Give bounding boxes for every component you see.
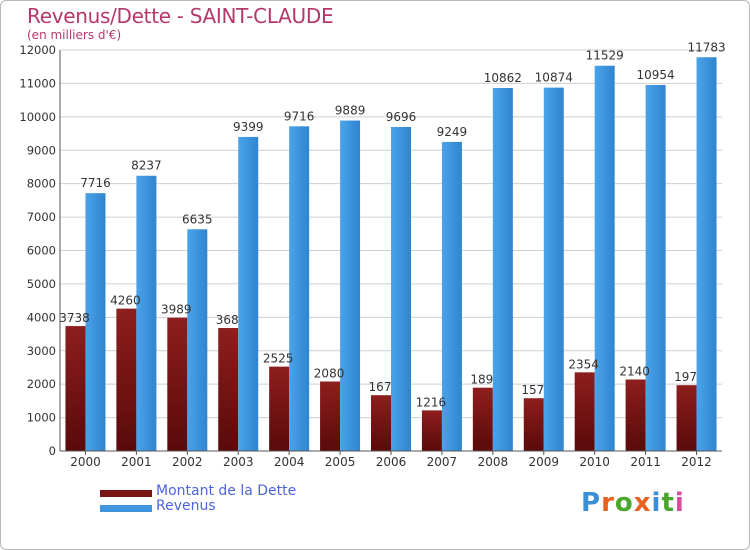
logo-letter: i [674,488,685,518]
bar-debt-2006 [371,395,391,451]
y-tick-label: 5000 [27,277,56,291]
data-label-revenue-2001: 8237 [131,159,162,173]
data-label-revenue-2003: 9399 [233,120,264,134]
data-label-revenue-2007: 9249 [437,125,468,139]
bar-revenue-2012 [696,57,717,452]
logo-letter: r [601,488,615,518]
bar-revenue-2002 [187,229,208,451]
data-label-debt-2004: 2525 [263,352,294,366]
bar-debt-2008 [472,387,493,451]
y-tick-label: 11000 [19,76,56,90]
x-tick-label: 2007 [427,455,458,469]
data-label-debt-2006: 167 [369,380,392,394]
bar-debt-2004 [269,366,290,451]
bar-debt-2007 [421,410,442,451]
y-tick-label: 6000 [27,244,56,258]
y-tick-label: 2000 [27,377,56,391]
x-tick-label: 2009 [528,455,559,469]
bar-revenue-2011 [645,84,666,452]
bar-revenue-2005 [340,120,361,452]
chart-title: Revenus/Dette - SAINT-CLAUDE [27,4,334,28]
x-tick-label: 2011 [630,455,661,469]
logo-letter: x [633,488,652,518]
bar-debt-2009 [523,398,544,451]
data-label-debt-2002: 3989 [161,303,192,317]
data-label-revenue-2008: 10862 [484,71,522,85]
bar-revenue-2004 [289,126,310,451]
y-tick-label: 8000 [27,177,56,191]
x-tick-label: 2004 [274,455,305,469]
logo-letter: i [651,488,662,518]
bar-debt-2001 [116,308,137,451]
legend-swatch-revenue [100,505,152,512]
bar-revenue-2000 [85,193,106,452]
x-tick-label: 2003 [223,455,254,469]
bar-revenue-2007 [441,141,462,451]
x-tick-label: 2000 [70,455,101,469]
data-label-revenue-2011: 10954 [637,68,675,82]
axis-layer: 0 1000 2000 3000 4000 5000 6000 7000 8000 9000 100… [19,43,722,469]
bar-debt-2002 [167,317,188,451]
y-tick-label: 1000 [27,411,56,425]
data-label-revenue-2000: 7716 [80,176,111,190]
bar-debt-2005 [320,381,341,451]
data-label-revenue-2005: 9889 [335,104,366,118]
x-tick-label: 2005 [325,455,356,469]
bar-debt-2010 [574,372,595,451]
bar-debt-2000 [65,326,86,451]
bar-debt-2012 [676,385,697,451]
bar-revenue-2009 [543,87,564,451]
data-label-debt-2005: 2080 [314,366,345,380]
proxiti-logo: Proxiti [581,488,685,518]
y-tick-label: 10000 [19,110,56,124]
x-tick-label: 2001 [121,455,152,469]
y-tick-label: 7000 [27,210,56,224]
data-label-debt-2008: 189 [470,373,493,387]
y-tick-label: 4000 [27,310,56,324]
data-label-debt-2001: 4260 [110,294,141,308]
bar-revenue-2008 [492,88,513,451]
bar-debt-2003 [218,328,239,451]
y-tick-label: 12000 [19,43,56,57]
data-label-revenue-2010: 11529 [586,49,624,63]
y-tick-label: 9000 [27,143,56,157]
x-tick-label: 2010 [579,455,610,469]
data-label-revenue-2009: 10874 [535,71,573,85]
data-label-revenue-2004: 9716 [284,109,315,123]
data-label-debt-2007: 1216 [416,395,447,409]
bar-revenue-2003 [238,136,259,451]
logo-letter: t [661,488,675,518]
labels-layer: 3738 7716 4260 8237 3989 6635 368 9399 2525 9716 2… [59,40,725,409]
y-tick-label: 3000 [27,344,56,358]
legend-label-debt: Montant de la Dette [156,483,297,499]
data-label-debt-2011: 2140 [619,364,650,378]
x-tick-label: 2002 [172,455,203,469]
bars-layer [65,57,717,452]
logo-letter: o [614,488,634,518]
bar-revenue-2006 [391,126,411,451]
data-label-revenue-2006: 9696 [386,110,417,124]
x-tick-label: 2012 [681,455,712,469]
x-tick-label: 2008 [478,455,509,469]
data-label-debt-2010: 2354 [568,357,599,371]
bar-debt-2011 [625,379,646,451]
bar-revenue-2001 [136,175,157,451]
data-label-debt-2003: 368 [216,313,239,327]
data-label-revenue-2002: 6635 [182,212,213,226]
logo-letter: P [581,488,602,518]
data-label-debt-2009: 157 [521,383,544,397]
bar-revenue-2010 [594,65,615,451]
data-label-revenue-2012: 11783 [687,40,725,54]
y-tick-label: 0 [49,444,56,458]
data-label-debt-2000: 3738 [59,311,90,325]
legend-swatch-debt [100,490,152,497]
legend-label-revenue: Revenus [156,498,216,514]
x-tick-label: 2006 [376,455,407,469]
chart-subtitle: (en milliers d'€) [27,28,122,42]
data-label-debt-2012: 197 [674,370,697,384]
